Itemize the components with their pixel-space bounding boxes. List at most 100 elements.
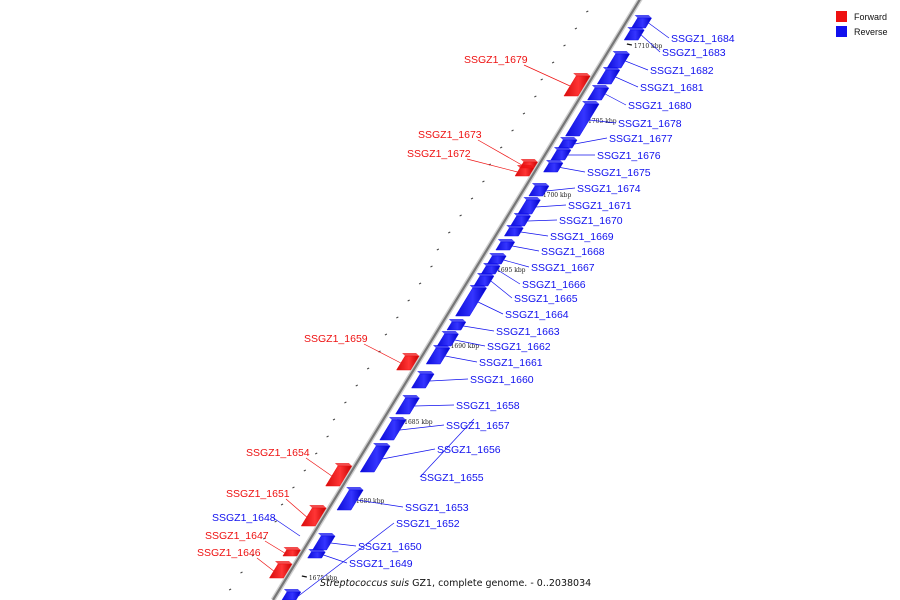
reverse-gene[interactable] [379,417,407,441]
gene-label-reverse[interactable]: SSGZ1_1653 [405,502,469,514]
gene-label-reverse[interactable]: SSGZ1_1668 [541,246,605,258]
forward-gene[interactable] [282,547,301,557]
gene-label-reverse[interactable]: SSGZ1_1684 [671,33,735,45]
gene-cap [573,73,591,76]
gene-label-reverse[interactable]: SSGZ1_1683 [662,47,726,59]
reverse-gene[interactable] [455,285,488,317]
reverse-gene[interactable] [503,225,524,237]
genome-axis [272,0,641,600]
gene-label-forward[interactable]: SSGZ1_1647 [205,530,269,542]
gene-label-reverse[interactable]: SSGZ1_1662 [487,341,551,353]
gene-body[interactable] [281,591,302,600]
reverse-gene[interactable] [473,273,495,287]
reverse-gene[interactable] [565,101,600,137]
gene-body[interactable] [307,551,326,559]
reverse-gene[interactable] [436,331,459,347]
gene-leader-line [466,158,518,173]
gene-label-reverse[interactable]: SSGZ1_1669 [550,231,614,243]
gene-label-reverse[interactable]: SSGZ1_1671 [568,200,632,212]
reverse-gene[interactable] [307,549,326,559]
gene-body[interactable] [557,139,578,149]
legend-forward-label: Forward [854,11,888,22]
gene-cap [318,533,336,536]
reverse-gene[interactable] [510,213,532,227]
gene-label-reverse[interactable]: SSGZ1_1680 [628,100,692,112]
reverse-gene[interactable] [631,15,653,29]
gene-cap [516,165,534,168]
gene-label-forward[interactable]: SSGZ1_1646 [197,547,261,559]
gene-label-reverse[interactable]: SSGZ1_1665 [514,293,578,305]
track-dash [540,78,543,81]
track-dash [228,588,232,591]
gene-label-reverse[interactable]: SSGZ1_1666 [522,279,586,291]
gene-leader-line [648,22,670,39]
gene-label-reverse[interactable]: SSGZ1_1657 [446,420,510,432]
reverse-gene[interactable] [486,253,507,265]
gene-label-reverse[interactable]: SSGZ1_1677 [609,133,673,145]
forward-gene[interactable] [396,353,420,371]
gene-body[interactable] [503,227,524,237]
reverse-gene[interactable] [528,183,550,197]
gene-body[interactable] [446,321,467,331]
reverse-gene[interactable] [395,395,420,415]
gene-label-reverse[interactable]: SSGZ1_1663 [496,326,560,338]
reverse-gene[interactable] [359,443,391,473]
reverse-gene[interactable] [312,533,336,551]
reverse-gene[interactable] [557,137,578,149]
gene-cap [612,51,630,54]
reverse-gene[interactable] [281,589,302,600]
gene-label-forward[interactable]: SSGZ1_1672 [407,148,471,160]
gene-label-reverse[interactable]: SSGZ1_1681 [640,82,704,94]
gene-label-reverse[interactable]: SSGZ1_1664 [505,309,569,321]
gene-label-reverse[interactable]: SSGZ1_1648 [212,512,276,524]
reverse-gene[interactable] [495,239,516,251]
gene-body[interactable] [486,255,507,265]
gene-label-reverse[interactable]: SSGZ1_1670 [559,215,623,227]
forward-gene[interactable] [563,73,591,97]
gene-label-forward[interactable]: SSGZ1_1654 [246,447,310,459]
reverse-gene[interactable] [606,51,631,69]
reverse-gene[interactable] [596,67,621,85]
reverse-gene[interactable] [517,197,541,215]
reverse-gene[interactable] [411,371,435,389]
gene-label-forward[interactable]: SSGZ1_1679 [464,54,528,66]
forward-gene[interactable] [268,561,293,579]
gene-label-reverse[interactable]: SSGZ1_1655 [420,472,484,484]
reverse-gene[interactable] [623,27,645,41]
reverse-gene[interactable] [480,263,501,275]
gene-label-reverse[interactable]: SSGZ1_1661 [479,357,543,369]
forward-gene[interactable] [514,165,535,177]
gene-label-reverse[interactable]: SSGZ1_1674 [577,183,641,195]
caption-organism: Streptococcus suis [320,578,410,589]
gene-label-reverse[interactable]: SSGZ1_1658 [456,400,520,412]
gene-label-forward[interactable]: SSGZ1_1659 [304,333,368,345]
reverse-gene[interactable] [425,345,451,365]
gene-label-reverse[interactable]: SSGZ1_1676 [597,150,661,162]
gene-body[interactable] [495,241,516,251]
reverse-gene[interactable] [336,487,364,511]
track-dash [470,197,474,200]
gene-label-reverse[interactable]: SSGZ1_1649 [349,558,413,570]
gene-body[interactable] [543,162,564,173]
forward-gene[interactable] [300,505,327,527]
gene-label-forward[interactable]: SSGZ1_1651 [226,488,290,500]
gene-label-forward[interactable]: SSGZ1_1673 [418,129,482,141]
gene-label-reverse[interactable]: SSGZ1_1675 [587,167,651,179]
gene-label-reverse[interactable]: SSGZ1_1650 [358,541,422,553]
gene-label-reverse[interactable]: SSGZ1_1652 [396,518,460,530]
reverse-gene[interactable] [587,85,610,101]
gene-cap [309,505,327,508]
reverse-gene[interactable] [446,319,467,331]
forward-gene[interactable] [325,463,353,487]
gene-label-reverse[interactable]: SSGZ1_1682 [650,65,714,77]
scale-tick-label: 1690 kbp [451,343,480,350]
gene-label-reverse[interactable]: SSGZ1_1656 [437,444,501,456]
gene-label-reverse[interactable]: SSGZ1_1667 [531,262,595,274]
gene-label-reverse[interactable]: SSGZ1_1660 [470,374,534,386]
reverse-gene[interactable] [550,147,572,161]
gene-label-reverse[interactable]: SSGZ1_1678 [618,118,682,130]
gene-body[interactable] [596,69,621,85]
gene-cap [417,371,435,374]
reverse-gene[interactable] [543,160,564,173]
